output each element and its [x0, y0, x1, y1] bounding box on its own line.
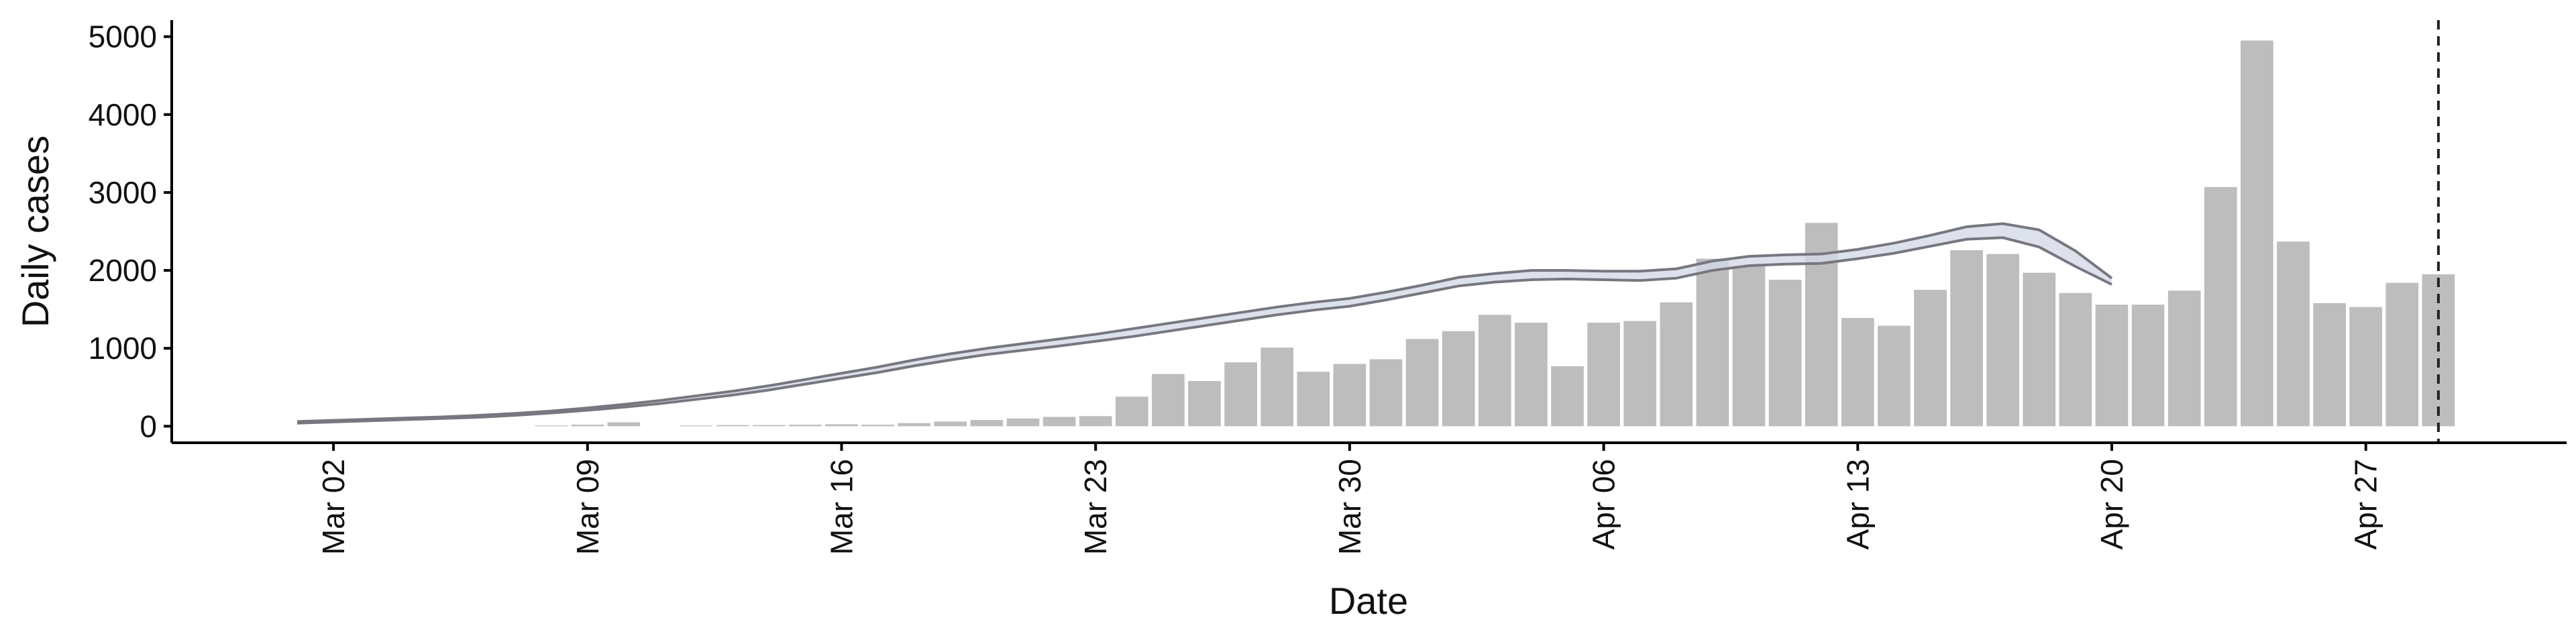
x-axis-title: Date — [1329, 580, 1408, 622]
bar — [2385, 282, 2419, 427]
bar — [2241, 40, 2273, 427]
x-tick-label: Apr 20 — [2094, 459, 2129, 550]
bar — [1115, 396, 1148, 427]
x-tick-label: Apr 13 — [1840, 459, 1875, 550]
bar — [1369, 359, 1403, 427]
bar — [2204, 186, 2237, 427]
x-tick-label: Mar 16 — [824, 459, 859, 555]
bar — [1442, 331, 1475, 427]
bar — [2059, 292, 2092, 427]
bar — [1696, 258, 1729, 427]
bar — [1042, 417, 1076, 427]
bar — [607, 422, 641, 427]
bar — [716, 425, 749, 427]
bar — [2167, 290, 2201, 427]
bar — [1515, 322, 1548, 427]
bar — [2023, 272, 2056, 427]
bar — [1188, 381, 1221, 427]
bar — [1006, 418, 1040, 427]
y-tick-label: 5000 — [89, 19, 157, 54]
y-tick-label: 2000 — [89, 253, 157, 288]
band-line — [297, 222, 2113, 423]
y-axis-title: Daily cases — [14, 136, 56, 327]
bar — [2131, 305, 2165, 427]
bar — [1986, 254, 2020, 427]
bar — [1260, 347, 1294, 427]
band-line — [297, 236, 2112, 425]
bar — [2349, 307, 2383, 427]
y-tick-label: 4000 — [89, 97, 157, 132]
bar — [1623, 321, 1657, 427]
bar — [2095, 305, 2129, 427]
bar — [1878, 325, 1911, 427]
bar — [1405, 339, 1439, 427]
bar — [1660, 302, 1693, 427]
y-tick-label: 1000 — [89, 331, 157, 366]
bar — [535, 425, 568, 427]
bar — [2277, 241, 2310, 427]
x-tick-label: Mar 02 — [316, 459, 351, 555]
y-tick-label: 3000 — [89, 175, 157, 210]
x-tick-label: Mar 09 — [570, 459, 605, 555]
x-tick-label: Apr 06 — [1587, 459, 1621, 550]
bar — [752, 425, 786, 427]
bar — [1333, 364, 1366, 427]
bar — [789, 425, 822, 427]
bar — [2313, 303, 2346, 427]
bar — [934, 421, 967, 427]
bar — [898, 423, 931, 427]
bar — [1841, 317, 1874, 427]
x-tick-label: Mar 23 — [1078, 459, 1113, 555]
bar — [970, 420, 1004, 427]
bar — [680, 425, 713, 427]
bar — [1732, 266, 1766, 427]
bar — [1079, 416, 1112, 427]
bar — [1950, 250, 1983, 427]
bar — [1914, 290, 1947, 427]
bar — [1478, 315, 1511, 427]
bar — [1224, 362, 1257, 427]
bar — [1152, 374, 1185, 427]
bar — [571, 425, 604, 427]
x-tick-label: Apr 27 — [2349, 459, 2383, 550]
bar — [1587, 322, 1620, 427]
bar — [1768, 280, 1802, 427]
bar — [861, 425, 894, 427]
y-tick-label: 0 — [140, 409, 157, 443]
bar — [1551, 366, 1584, 427]
band-area — [297, 223, 2112, 423]
bar — [1297, 372, 1330, 427]
x-tick-label: Mar 30 — [1332, 459, 1367, 555]
bar — [825, 424, 858, 427]
